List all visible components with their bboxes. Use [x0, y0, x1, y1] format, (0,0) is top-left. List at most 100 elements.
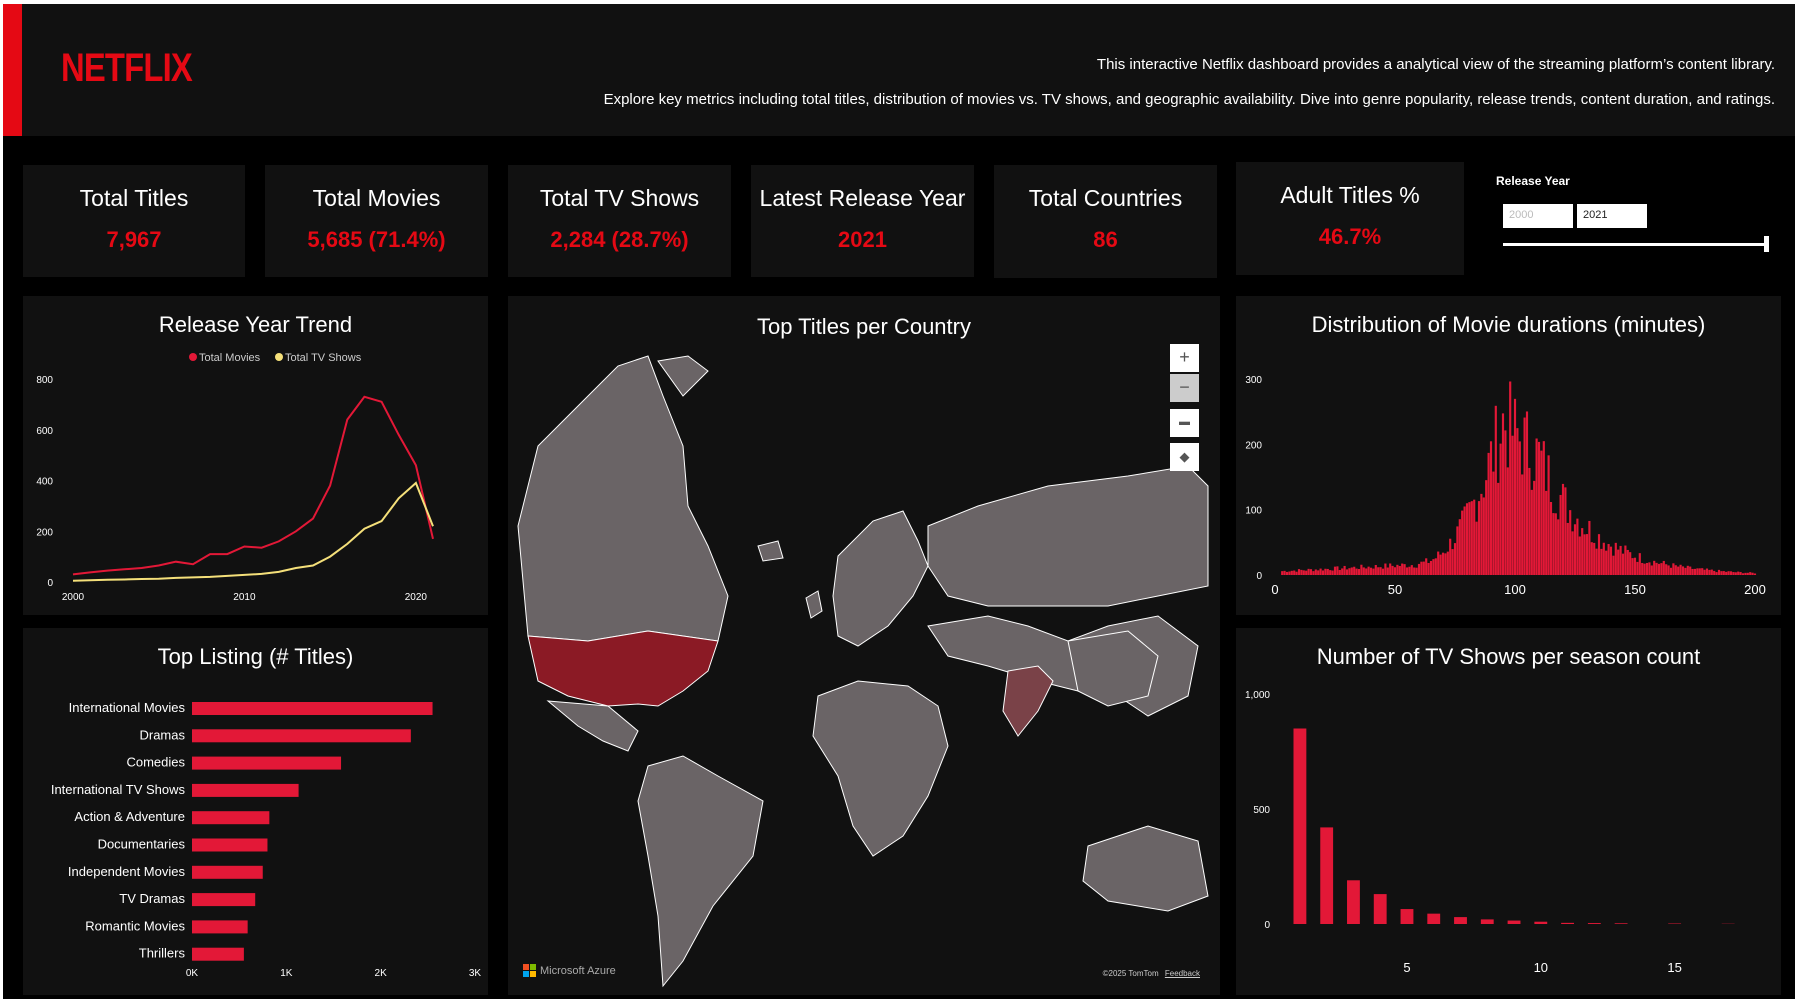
slicer-to-input[interactable]: 2021: [1577, 204, 1647, 228]
histogram-bar: [1362, 567, 1365, 575]
histogram-bar: [1626, 549, 1629, 575]
season-bar: [1347, 880, 1360, 924]
histogram-bar: [1677, 566, 1680, 575]
map-country-usa: [527, 630, 719, 707]
azure-label: Microsoft Azure: [540, 964, 616, 977]
histogram-bar: [1506, 467, 1509, 575]
histogram-bar: [1381, 568, 1385, 575]
histogram-bar: [1441, 552, 1445, 575]
histogram-bar: [1701, 568, 1704, 575]
bar: [192, 893, 256, 907]
histogram-bar: [1386, 567, 1389, 575]
compass-icon: ◆: [1179, 449, 1190, 464]
feedback-link[interactable]: Feedback: [1164, 969, 1200, 978]
world-map[interactable]: [508, 296, 1220, 995]
y-tick-label: 200: [36, 527, 53, 538]
histogram-bar: [1679, 564, 1682, 575]
histogram-bar: [1374, 564, 1377, 575]
legend-marker: [189, 353, 197, 361]
histogram-bar: [1554, 513, 1557, 575]
histogram-bar: [1350, 567, 1353, 575]
histogram-bar: [1451, 549, 1454, 575]
histogram-bar: [1660, 563, 1663, 575]
bar: [192, 756, 342, 770]
histogram-bar: [1422, 561, 1425, 575]
histogram-bar: [1619, 545, 1622, 575]
histogram-bar: [1290, 570, 1293, 575]
map-country-china: [1067, 630, 1159, 707]
histogram-bar: [1353, 566, 1356, 575]
slicer-from-input[interactable]: 2000: [1503, 204, 1573, 228]
header-description-1: This interactive Netflix dashboard provi…: [1096, 56, 1775, 73]
histogram-bar: [1410, 565, 1413, 575]
histogram-bar: [1336, 566, 1339, 575]
histogram-bar: [1523, 417, 1526, 575]
histogram-bar: [1569, 510, 1572, 575]
histogram-bar: [1449, 538, 1452, 575]
x-tick-label: 3K: [469, 968, 482, 979]
histogram-bar: [1516, 428, 1519, 575]
category-label: Action & Adventure: [74, 809, 185, 824]
histogram-bar: [1477, 501, 1481, 575]
histogram-bar: [1602, 542, 1605, 575]
histogram-bar: [1672, 563, 1675, 575]
histogram-bar: [1537, 441, 1541, 575]
kpi-card-total-countries: Total Countries 86: [994, 165, 1217, 278]
histogram-bar: [1300, 569, 1303, 575]
histogram-bar: [1391, 565, 1394, 575]
legend-label: Total TV Shows: [285, 352, 362, 364]
histogram-bar: [1480, 493, 1483, 575]
histogram-bar: [1393, 567, 1397, 575]
histogram-bar: [1341, 568, 1344, 575]
x-tick-label: 2020: [405, 592, 428, 603]
histogram-bar: [1669, 567, 1673, 575]
histogram-bar: [1571, 531, 1574, 575]
histogram-bar: [1415, 567, 1418, 575]
kpi-card-latest-release-year: Latest Release Year 2021: [751, 165, 974, 277]
histogram-bar: [1499, 443, 1502, 575]
slicer-handle[interactable]: [1764, 236, 1769, 252]
map-style-button[interactable]: ▬: [1170, 409, 1199, 437]
bar: [192, 865, 263, 879]
zoom-in-button[interactable]: +: [1170, 344, 1199, 372]
histogram-bar: [1530, 489, 1533, 575]
top-listing-bar-chart: International Movies Dramas Comedies Intern…: [51, 700, 482, 979]
panel-title: Top Titles per Country: [757, 314, 971, 339]
histogram-bar: [1317, 570, 1320, 575]
x-tick-label: 5: [1403, 960, 1410, 975]
histogram-bar: [1609, 546, 1613, 575]
dashboard-canvas: NETFLIX This interactive Netflix dashboa…: [3, 4, 1795, 999]
map-country-greenland-iceland: [757, 540, 784, 562]
compass-button[interactable]: ◆: [1170, 443, 1199, 471]
season-bar-chart: 0 500 1,000 5 10 15: [1245, 690, 1735, 975]
histogram-bar: [1321, 570, 1325, 575]
release-year-trend-panel: Release Year Trend Total Movies Total TV …: [23, 296, 488, 615]
slicer-track[interactable]: [1503, 243, 1767, 246]
zoom-out-button[interactable]: −: [1170, 374, 1199, 402]
tomtom-copyright: ©2025 TomTom: [1102, 969, 1159, 978]
histogram-bar: [1513, 398, 1517, 575]
histogram-bar: [1343, 565, 1346, 575]
histogram-bar: [1552, 513, 1555, 575]
histogram-bar: [1401, 563, 1404, 575]
histogram-bar: [1662, 560, 1665, 575]
histogram-bar: [1631, 558, 1634, 575]
histogram-bar: [1573, 524, 1577, 575]
x-tick-label: 1K: [280, 968, 293, 979]
kpi-value: 46.7%: [1318, 224, 1382, 249]
map-country-australia: [1082, 825, 1209, 912]
histogram-bar: [1657, 563, 1661, 575]
histogram-bar: [1600, 548, 1603, 575]
map-country-africa: [812, 680, 949, 857]
histogram-bar: [1458, 519, 1461, 575]
histogram-bar: [1727, 571, 1730, 575]
map-copyright: ©2025 TomTom Feedback: [1103, 969, 1200, 978]
histogram-bar: [1583, 534, 1586, 575]
histogram-bar: [1461, 510, 1464, 575]
legend-label: Total Movies: [199, 352, 261, 364]
histogram-bar: [1281, 571, 1284, 575]
season-bar: [1454, 917, 1467, 924]
histogram-bar: [1475, 521, 1478, 575]
histogram-bar: [1566, 522, 1569, 575]
kpi-label: Total Titles: [79, 185, 189, 211]
